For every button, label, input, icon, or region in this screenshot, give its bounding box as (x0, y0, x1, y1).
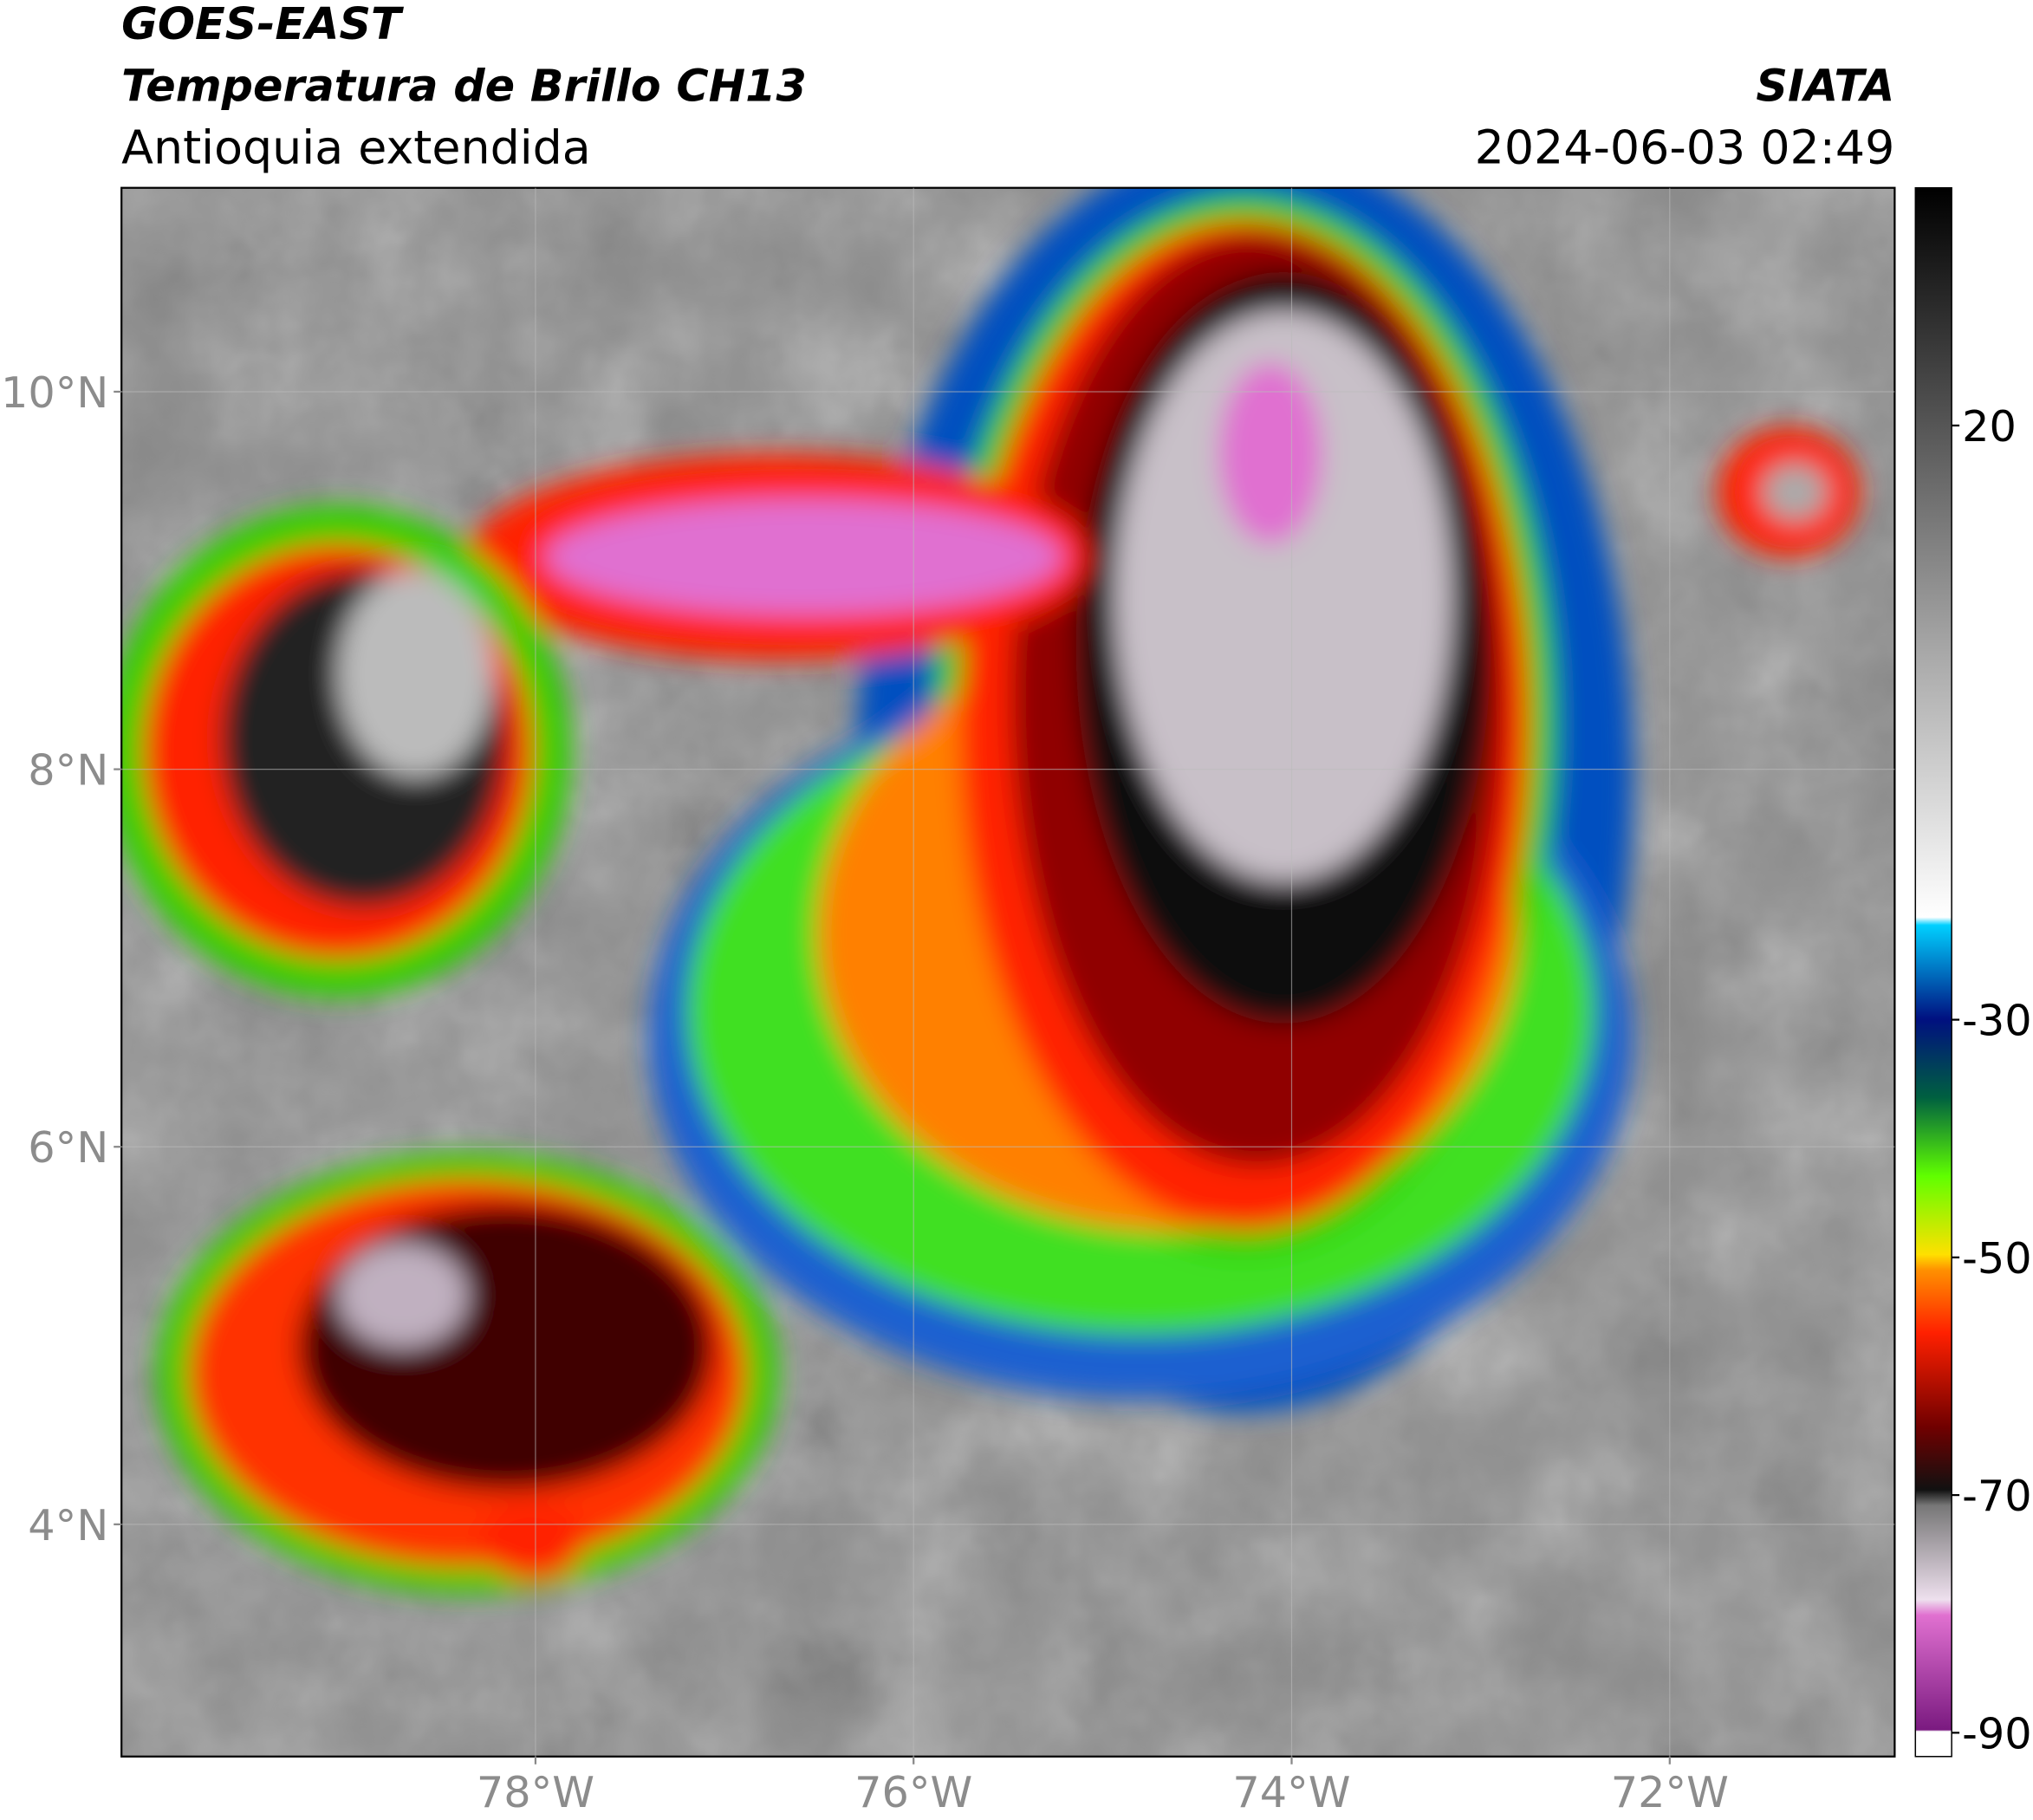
region: Antioquia extendida (121, 120, 591, 174)
satellite-image (121, 187, 1895, 1757)
colorbar-tick-label: -70 (1962, 1471, 2032, 1521)
y-tick-label: 4°N (28, 1500, 108, 1550)
y-tick-label: 8°N (28, 745, 108, 796)
datetime: 2024-06-03 02:49 (1475, 120, 1895, 174)
axes: 78°W 76°W 74°W 72°W 10°N 8°N 6°N 4°N 20 -30 -50 -70… (1, 187, 2032, 1817)
colorbar-tick-label: -50 (1962, 1233, 2032, 1284)
y-tick-label: 10°N (1, 367, 108, 418)
map-frame (120, 186, 1896, 1758)
title: GOES-EAST (121, 0, 404, 49)
x-tick-label: 78°W (477, 1767, 594, 1817)
colorbar-tick-label: 20 (1962, 401, 2017, 452)
source: SIATA (1756, 61, 1894, 112)
colorbar (1914, 186, 1952, 1758)
x-tick-label: 72°W (1611, 1767, 1729, 1817)
colorbar-tick-label: -90 (1962, 1708, 2032, 1758)
subtitle: Temperatura de Brillo CH13 (121, 61, 807, 112)
x-tick-label: 76°W (854, 1767, 972, 1817)
x-tick-label: 74°W (1232, 1767, 1350, 1817)
y-tick-label: 6°N (28, 1122, 108, 1173)
colorbar-tick-label: -30 (1962, 996, 2032, 1046)
